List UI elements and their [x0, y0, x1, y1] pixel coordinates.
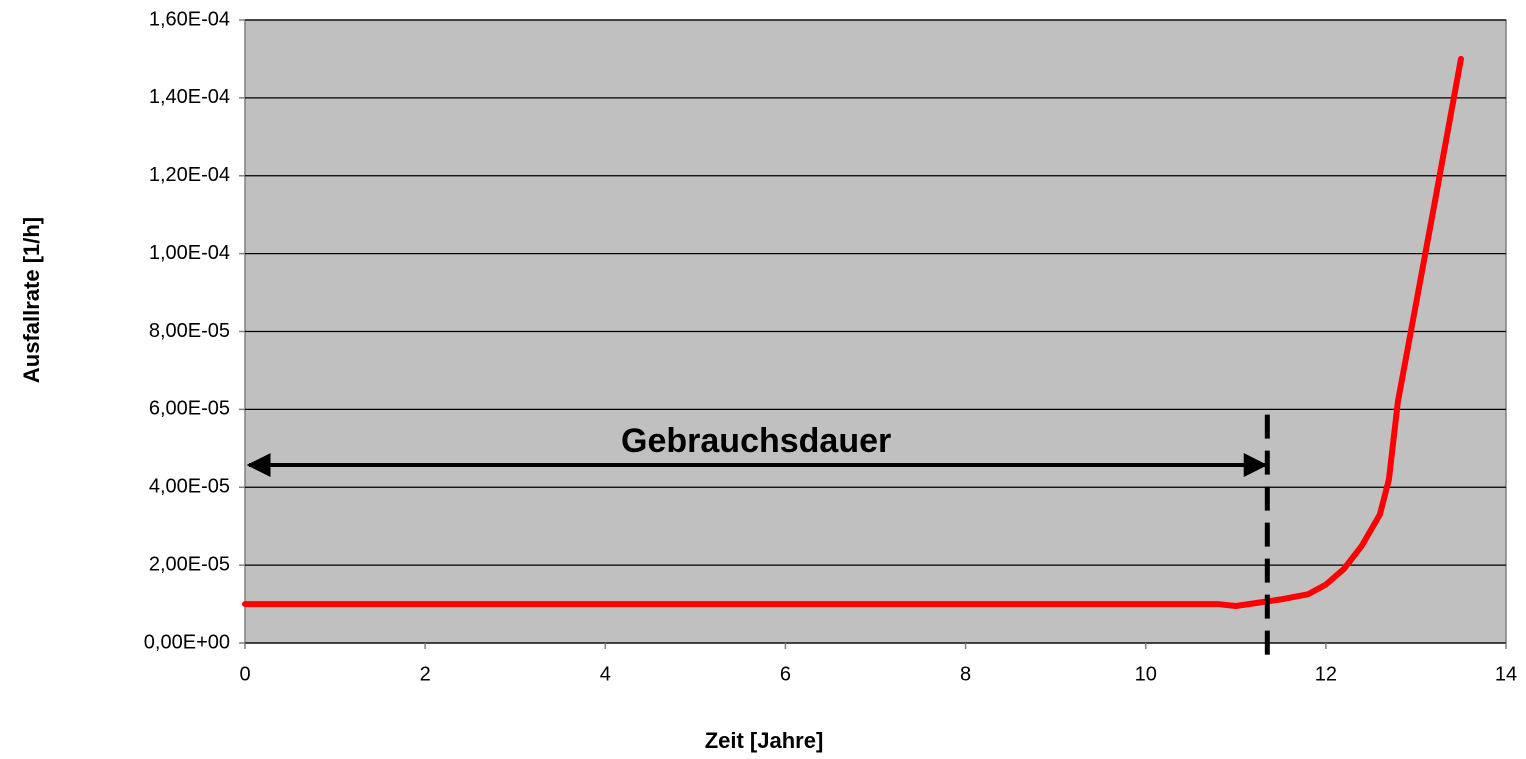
x-axis-label: Zeit [Jahre] [705, 728, 824, 753]
annotation-text: Gebrauchsdauer [621, 422, 891, 460]
y-tick-label: 1,00E-04 [149, 242, 230, 264]
y-tick-label: 0,00E+00 [144, 631, 230, 653]
line [242, 55, 1464, 610]
y-tick-label: 8,00E-05 [149, 320, 230, 342]
y-tick-label: 6,00E-05 [149, 398, 230, 420]
y-tick-label: 2,00E-05 [149, 553, 230, 575]
x-tick-label: 10 [1135, 663, 1157, 685]
y-tick-label: 1,40E-04 [149, 86, 230, 108]
y-axis-label: Ausfallrate [1/h] [19, 217, 44, 383]
x-tick-label: 6 [780, 663, 791, 685]
x-tick-label: 4 [600, 663, 611, 685]
x-tick-label: 14 [1495, 663, 1517, 685]
x-tick-label: 12 [1315, 663, 1337, 685]
y-tick-label: 1,60E-04 [149, 8, 230, 30]
x-tick-label: 2 [420, 663, 431, 685]
y-tick-label: 1,20E-04 [149, 164, 230, 186]
x-tick-label: 8 [960, 663, 971, 685]
y-tick-label: 4,00E-05 [149, 476, 230, 498]
x-tick-label: 0 [239, 663, 250, 685]
